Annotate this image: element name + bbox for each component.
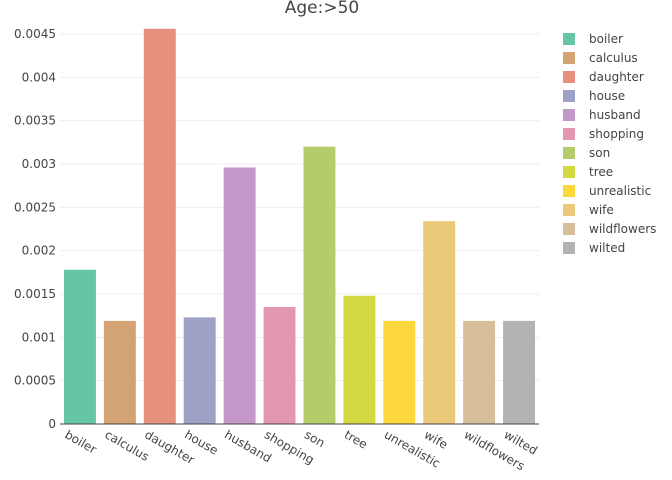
legend-label: calculus	[589, 51, 638, 65]
legend-item-shopping[interactable]: shopping	[563, 127, 644, 141]
y-tick-label: 0.004	[22, 70, 56, 84]
bar-husband[interactable]	[223, 167, 256, 424]
x-tick-label: tree	[342, 427, 370, 451]
bar-house[interactable]	[183, 317, 216, 424]
legend-item-unrealistic[interactable]: unrealistic	[563, 184, 651, 198]
bar-unrealistic[interactable]	[383, 320, 416, 424]
legend-swatch	[563, 52, 575, 64]
legend-label: son	[589, 146, 610, 160]
legend-item-calculus[interactable]: calculus	[563, 51, 638, 65]
legend-label: daughter	[589, 70, 644, 84]
legend[interactable]: boiler calculus daughter house husband shoppi…	[563, 32, 656, 255]
legend-label: unrealistic	[589, 184, 651, 198]
x-tick-label: boiler	[62, 427, 98, 456]
bar-wife[interactable]	[423, 221, 456, 424]
gridlines	[60, 33, 539, 382]
x-tick-label: calculus	[102, 427, 151, 463]
y-tick-label: 0.0025	[14, 200, 56, 214]
bar-wildflowers[interactable]	[463, 320, 496, 424]
bar-shopping[interactable]	[263, 307, 296, 424]
legend-swatch	[563, 33, 575, 45]
bar-son[interactable]	[303, 146, 336, 424]
y-tick-label: 0.0005	[14, 374, 56, 388]
legend-item-husband[interactable]: husband	[563, 108, 641, 122]
y-tick-label: 0.0035	[14, 114, 56, 128]
legend-item-wife[interactable]: wife	[563, 203, 614, 217]
y-tick-label: 0.0045	[14, 27, 56, 41]
legend-swatch	[563, 204, 575, 216]
y-tick-label: 0.001	[22, 330, 56, 344]
legend-swatch	[563, 242, 575, 254]
legend-swatch	[563, 185, 575, 197]
legend-item-wilted[interactable]: wilted	[563, 241, 625, 255]
legend-label: wife	[589, 203, 614, 217]
legend-item-house[interactable]: house	[563, 89, 625, 103]
legend-item-daughter[interactable]: daughter	[563, 70, 644, 84]
legend-item-son[interactable]: son	[563, 146, 610, 160]
bar-boiler[interactable]	[63, 269, 96, 424]
y-tick-label: 0.002	[22, 244, 56, 258]
y-tick-label: 0.0015	[14, 287, 56, 301]
legend-item-tree[interactable]: tree	[563, 165, 613, 179]
legend-swatch	[563, 90, 575, 102]
legend-label: tree	[589, 165, 613, 179]
bar-tree[interactable]	[343, 295, 376, 424]
bar-calculus[interactable]	[103, 320, 136, 424]
legend-item-wildflowers[interactable]: wildflowers	[563, 222, 656, 236]
legend-label: house	[589, 89, 625, 103]
legend-swatch	[563, 223, 575, 235]
legend-swatch	[563, 166, 575, 178]
y-tick-label: 0	[48, 417, 56, 431]
legend-label: wilted	[589, 241, 625, 255]
bar-wilted[interactable]	[503, 320, 536, 424]
legend-item-boiler[interactable]: boiler	[563, 32, 623, 46]
bars	[63, 28, 536, 425]
legend-swatch	[563, 147, 575, 159]
legend-label: wildflowers	[589, 222, 656, 236]
bar-daughter[interactable]	[143, 28, 176, 425]
legend-swatch	[563, 71, 575, 83]
legend-label: shopping	[589, 127, 644, 141]
chart-title: Age:>50	[285, 0, 359, 18]
y-axis-ticks: 0 0.0005 0.001 0.0015 0.002 0.0025 0.003 0.0035…	[14, 27, 56, 431]
legend-label: husband	[589, 108, 641, 122]
legend-label: boiler	[589, 32, 623, 46]
legend-swatch	[563, 128, 575, 140]
legend-swatch	[563, 109, 575, 121]
y-tick-label: 0.003	[22, 157, 56, 171]
x-tick-label: son	[302, 427, 327, 450]
